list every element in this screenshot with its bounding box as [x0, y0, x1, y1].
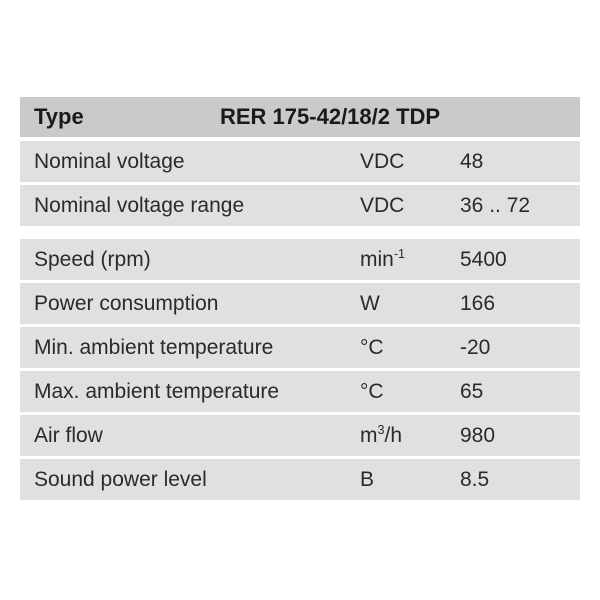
- spec-name: Speed (rpm): [20, 248, 360, 272]
- spec-name: Min. ambient temperature: [20, 336, 360, 360]
- spec-value: -20: [460, 336, 580, 360]
- spec-unit: W: [360, 292, 460, 316]
- spec-name: Nominal voltage range: [20, 194, 360, 218]
- spec-unit: VDC: [360, 194, 460, 218]
- spec-value: 65: [460, 380, 580, 404]
- group-0: Nominal voltage VDC 48 Nominal voltage r…: [20, 141, 580, 229]
- spec-value: 8.5: [460, 468, 580, 492]
- spec-value: 36 .. 72: [460, 194, 580, 218]
- group-gap: [20, 229, 580, 239]
- spec-unit: °C: [360, 380, 460, 404]
- spec-row: Nominal voltage VDC 48: [20, 141, 580, 185]
- spec-value: 980: [460, 424, 580, 448]
- header-row: Type RER 175-42/18/2 TDP: [20, 97, 580, 141]
- spec-unit: B: [360, 468, 460, 492]
- spec-unit: min-1: [360, 248, 460, 272]
- spec-row: Air flow m3/h 980: [20, 415, 580, 459]
- spec-row: Sound power level B 8.5: [20, 459, 580, 503]
- header-label: Type: [20, 104, 220, 130]
- header-value: RER 175-42/18/2 TDP: [220, 104, 580, 130]
- spec-row: Nominal voltage range VDC 36 .. 72: [20, 185, 580, 229]
- spec-value: 48: [460, 150, 580, 174]
- spec-name: Nominal voltage: [20, 150, 360, 174]
- spec-table: Type RER 175-42/18/2 TDP Nominal voltage…: [20, 97, 580, 503]
- spec-row: Max. ambient temperature °C 65: [20, 371, 580, 415]
- spec-unit: °C: [360, 336, 460, 360]
- spec-name: Power consumption: [20, 292, 360, 316]
- spec-name: Sound power level: [20, 468, 360, 492]
- spec-row: Speed (rpm) min-1 5400: [20, 239, 580, 283]
- spec-name: Max. ambient temperature: [20, 380, 360, 404]
- spec-value: 166: [460, 292, 580, 316]
- group-1: Speed (rpm) min-1 5400 Power consumption…: [20, 239, 580, 503]
- spec-unit: VDC: [360, 150, 460, 174]
- spec-row: Power consumption W 166: [20, 283, 580, 327]
- spec-row: Min. ambient temperature °C -20: [20, 327, 580, 371]
- spec-value: 5400: [460, 248, 580, 272]
- spec-name: Air flow: [20, 424, 360, 448]
- spec-unit: m3/h: [360, 424, 460, 448]
